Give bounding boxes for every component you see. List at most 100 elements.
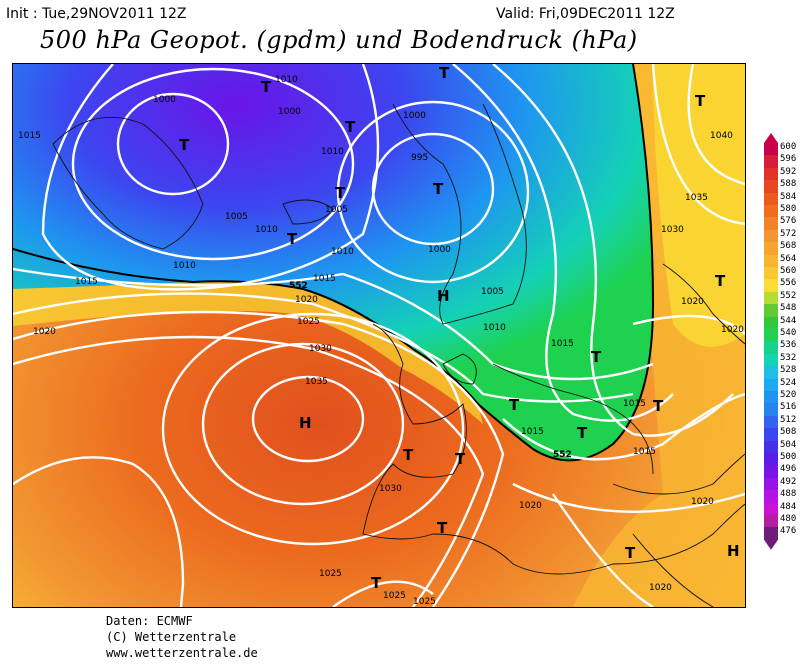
pressure-centre-mark: T (653, 397, 664, 415)
color-legend: 600 596 592 588 584 580 576 572 568 564 560 556 552 5… (752, 133, 810, 550)
pressure-label: 1020 (295, 295, 318, 305)
map-title: 500 hPa Geopot. (gpdm) und Bodendruck (h… (40, 26, 638, 54)
pressure-label: 1020 (691, 497, 714, 507)
geopotential-label: 552 (553, 450, 572, 460)
pressure-centre-mark: H (727, 542, 740, 560)
legend-swatch (764, 366, 778, 380)
pressure-label: 1005 (481, 287, 504, 297)
pressure-label: 1030 (661, 225, 684, 235)
pressure-labels: 1000 1010 1000 1000 1010 1015 995 1005 1… (18, 75, 744, 607)
legend-swatch (764, 180, 778, 194)
legend-label: 564 (780, 253, 797, 264)
legend-label: 568 (780, 241, 797, 252)
legend-swatch (764, 527, 778, 541)
pressure-label: 1030 (379, 484, 402, 494)
legend-label: 476 (780, 526, 797, 537)
pressure-centre-mark: H (437, 287, 450, 305)
legend-bottom-arrow (764, 539, 778, 550)
legend-label: 580 (780, 204, 797, 214)
legend-label: 496 (780, 464, 797, 475)
pressure-centre-mark: T (577, 424, 588, 442)
pressure-centre-mark: T (455, 450, 466, 468)
legend-label: 548 (780, 303, 797, 314)
geopotential-label: 552 (289, 281, 308, 291)
pressure-label: 1020 (33, 327, 56, 337)
legend-label: 592 (780, 166, 797, 177)
legend-swatch (764, 502, 778, 516)
pressure-centre-mark: T (287, 230, 298, 248)
weather-map: 1000 1010 1000 1000 1010 1015 995 1005 1… (12, 63, 746, 608)
legend-swatch (764, 465, 778, 479)
pressure-label: 1010 (321, 147, 344, 157)
isobars (13, 64, 745, 607)
pressure-centres: T T T T T T H T H T T T T T T T T T T T … (179, 64, 740, 592)
legend-swatch (764, 267, 778, 280)
legend-swatch (764, 341, 778, 355)
legend-swatch (764, 453, 778, 466)
pressure-centre-mark: T (371, 574, 382, 592)
pressure-label: 1015 (623, 399, 646, 409)
pressure-label: 1010 (483, 323, 506, 333)
pressure-centre-mark: T (715, 272, 726, 290)
east-pale-region (653, 64, 745, 347)
legend-swatch (764, 304, 778, 318)
pressure-label: 1010 (275, 75, 298, 85)
legend-label: 480 (780, 514, 797, 524)
pressure-label: 1025 (297, 317, 320, 327)
legend-label: 560 (780, 266, 797, 276)
legend-label: 504 (780, 439, 797, 450)
geopotential-552-contour (13, 64, 655, 462)
legend-swatch (764, 515, 778, 528)
legend-label: 588 (780, 179, 797, 190)
pressure-centre-mark: T (433, 180, 444, 198)
pressure-label: 1000 (403, 111, 426, 121)
legend-label: 572 (780, 228, 797, 239)
data-source: Daten: ECMWF (106, 614, 193, 628)
pressure-centre-mark: T (261, 78, 272, 96)
pressure-label: 1025 (383, 591, 406, 601)
legend-swatch (764, 353, 778, 367)
legend-swatch (764, 403, 778, 417)
legend-label: 500 (780, 452, 797, 462)
pressure-label: 1015 (18, 131, 41, 141)
legend-label: 492 (780, 476, 797, 487)
legend-label: 484 (780, 501, 797, 512)
cold-trough (13, 64, 653, 461)
legend-swatch (764, 217, 778, 231)
init-time: Init : Tue,29NOV2011 12Z (6, 6, 187, 22)
pressure-label: 1020 (649, 583, 672, 593)
legend-swatch (764, 329, 778, 342)
pressure-label: 1005 (225, 212, 248, 222)
legend-swatch (764, 143, 778, 156)
pressure-label: 1010 (255, 225, 278, 235)
legend-label: 528 (780, 365, 797, 376)
legend-swatch (764, 291, 778, 305)
legend-label: 524 (780, 377, 797, 388)
pressure-label: 1000 (153, 95, 176, 105)
legend-swatch (764, 167, 778, 181)
pressure-centre-mark: T (437, 519, 448, 537)
legend-swatch (764, 428, 778, 442)
pressure-label: 1000 (278, 107, 301, 117)
geopotential-labels: 552 552 (289, 281, 572, 460)
pressure-label: 1035 (685, 193, 708, 203)
pressure-centre-mark: T (695, 92, 706, 110)
pressure-centre-mark: T (439, 64, 450, 82)
pressure-label: 1005 (325, 205, 348, 215)
valid-time: Valid: Fri,09DEC2011 12Z (496, 6, 675, 22)
legend-label: 516 (780, 402, 797, 413)
legend-swatch (764, 254, 778, 268)
legend-swatch (764, 440, 778, 454)
pressure-centre-mark: T (403, 446, 414, 464)
pressure-label: 1025 (413, 597, 436, 607)
legend-swatch (764, 279, 778, 293)
pressure-label: 1015 (551, 339, 574, 349)
pressure-centre-mark: T (179, 136, 190, 154)
yellow-border-band (13, 281, 483, 424)
legend-label: 600 (780, 142, 797, 152)
legend-swatch (764, 205, 778, 218)
legend-label: 536 (780, 340, 797, 351)
pressure-label: 1015 (75, 277, 98, 287)
legend-label: 552 (780, 290, 797, 301)
legend-swatch (764, 490, 778, 504)
